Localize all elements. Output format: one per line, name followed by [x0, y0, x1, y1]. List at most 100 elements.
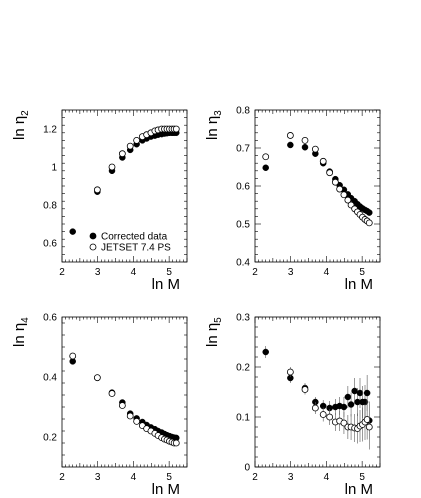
- y-tick-label: 0.6: [43, 239, 57, 250]
- x-tick-label: 3: [95, 267, 101, 278]
- y-tick-label: 0.1: [236, 413, 250, 424]
- y-axis-title-main: ln η: [204, 323, 221, 347]
- data-point-corrected: [262, 348, 269, 356]
- data-points: [262, 132, 373, 227]
- x-tick-label: 3: [288, 267, 294, 278]
- data-point-jetset: [133, 136, 141, 144]
- data-point-jetset: [262, 153, 270, 161]
- x-axis-title: ln M: [152, 276, 180, 293]
- data-point-jetset: [108, 390, 116, 397]
- y-axis-title: ln η4: [11, 317, 31, 347]
- legend-label: Corrected data: [101, 232, 168, 243]
- data-point-jetset: [319, 411, 327, 418]
- y-tick-label: 0.4: [236, 258, 250, 269]
- data-point-jetset: [301, 386, 309, 393]
- x-tick-label: 5: [359, 472, 365, 483]
- data-point-jetset: [336, 185, 344, 193]
- y-axis-title: ln η3: [204, 110, 224, 140]
- panel-bottom-left: 2 3 4 50.20.40.6ln Mln η4: [11, 313, 188, 498]
- data-point-jetset: [311, 145, 319, 153]
- data-point-jetset: [286, 368, 294, 376]
- data-point-jetset: [365, 219, 373, 227]
- x-tick-label: 5: [166, 267, 172, 278]
- y-tick-label: 1.2: [43, 125, 57, 136]
- x-tick-label: 2: [59, 267, 65, 278]
- data-points: [69, 125, 180, 235]
- data-point-corrected: [69, 228, 76, 235]
- y-axis-title-subscript: 4: [20, 317, 31, 323]
- data-point-jetset: [311, 404, 319, 412]
- data-point-jetset: [126, 142, 134, 150]
- panel-top-right: 2 3 4 50.40.50.60.70.8ln Mln η3: [204, 106, 381, 293]
- x-tick-label: 4: [324, 472, 330, 483]
- data-point-jetset: [331, 178, 339, 186]
- data-point-jetset: [108, 163, 116, 171]
- x-tick-label: 2: [252, 267, 258, 278]
- data-point-corrected: [351, 387, 358, 395]
- data-point-corrected: [356, 389, 364, 397]
- y-tick-label: 0.2: [43, 433, 57, 444]
- x-tick-label: 3: [288, 472, 294, 483]
- y-tick-label: 0.3: [236, 313, 250, 324]
- plot-frame: [254, 316, 381, 468]
- data-point-jetset: [326, 413, 334, 421]
- data-points: [69, 352, 180, 447]
- x-tick-label: 3: [95, 472, 101, 483]
- y-axis-title-subscript: 2: [20, 110, 31, 116]
- y-tick-label: 0: [244, 463, 250, 474]
- x-axis-title: ln M: [345, 481, 373, 498]
- y-tick-label: 0.6: [236, 182, 250, 193]
- y-tick-label: 0.7: [236, 144, 250, 155]
- y-tick-label: 1: [51, 163, 57, 174]
- data-point-jetset: [172, 439, 180, 447]
- data-point-jetset: [319, 157, 327, 165]
- x-tick-label: 2: [59, 472, 65, 483]
- y-tick-label: 0.6: [43, 313, 57, 324]
- legend-marker-jetset: [89, 243, 97, 251]
- data-point-jetset: [126, 412, 134, 420]
- plot-frame: [61, 316, 188, 468]
- data-point-jetset: [365, 423, 373, 431]
- data-point-corrected: [366, 209, 373, 216]
- x-tick-label: 4: [131, 472, 137, 483]
- x-tick-label: 5: [166, 472, 172, 483]
- x-axis-title: ln M: [152, 481, 180, 498]
- y-axis-title: ln η5: [204, 317, 224, 347]
- data-point-corrected: [347, 401, 355, 408]
- data-point-jetset: [93, 374, 101, 382]
- y-axis-title-subscript: 3: [213, 110, 224, 116]
- legend-label: JETSET 7.4 PS: [101, 243, 171, 254]
- y-axis-title-main: ln η: [11, 323, 28, 347]
- y-tick-label: 0.8: [43, 201, 57, 212]
- data-point-jetset: [93, 186, 101, 194]
- plot-frame: [254, 109, 381, 263]
- data-point-jetset: [340, 191, 348, 199]
- y-axis-title-subscript: 5: [213, 317, 224, 323]
- x-tick-label: 4: [131, 267, 137, 278]
- y-tick-label: 0.5: [236, 220, 250, 231]
- x-axis-title: ln M: [345, 276, 373, 293]
- legend-marker-corrected: [89, 232, 97, 240]
- data-point-jetset: [118, 150, 126, 158]
- data-point-jetset: [363, 416, 371, 423]
- y-tick-label: 0.4: [43, 373, 57, 384]
- data-points: [262, 346, 373, 450]
- data-point-corrected: [363, 389, 371, 397]
- data-point-corrected: [301, 143, 309, 151]
- y-axis-title-main: ln η: [11, 116, 28, 140]
- y-tick-label: 0.8: [236, 106, 250, 117]
- panel-bottom-right: 2 3 4 500.10.20.3ln Mln η5: [204, 313, 381, 498]
- data-point-corrected: [340, 403, 348, 411]
- data-point-jetset: [340, 419, 348, 427]
- x-tick-label: 5: [359, 267, 365, 278]
- data-point-jetset: [344, 196, 352, 204]
- x-tick-label: 2: [252, 472, 258, 483]
- data-point-jetset: [133, 417, 141, 425]
- data-point-jetset: [172, 125, 180, 133]
- data-point-corrected: [287, 141, 294, 149]
- data-point-jetset: [326, 169, 334, 177]
- data-point-corrected: [262, 164, 269, 172]
